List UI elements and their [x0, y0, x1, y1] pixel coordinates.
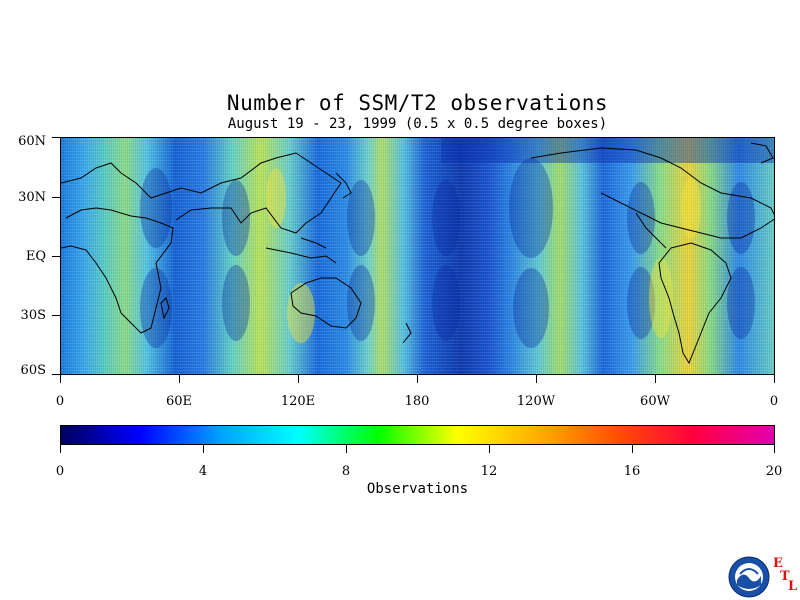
colorbar-title: Observations	[366, 481, 469, 497]
lat-label-60n: 60N	[18, 134, 46, 149]
lon-tick	[536, 375, 537, 383]
lat-label-60s: 60S	[20, 363, 46, 378]
lon-label-120e: 120E	[280, 394, 316, 409]
colorbar-tick	[203, 445, 204, 453]
colorbar-label-4: 4	[198, 464, 208, 479]
noaa-logo-icon	[728, 556, 770, 598]
lat-tick	[52, 256, 60, 257]
chart-title: Number of SSM/T2 observations	[226, 91, 609, 115]
lat-label-eq: EQ	[25, 249, 46, 264]
low-count-swaths	[140, 158, 755, 348]
lon-label-0-end: 0	[769, 394, 779, 409]
high-count-swaths	[266, 168, 701, 343]
map-overlay	[61, 138, 774, 365]
observation-map	[60, 137, 775, 375]
lon-label-180: 180	[404, 394, 430, 409]
colorbar-label-20: 20	[765, 464, 783, 479]
colorbar-label-12: 12	[480, 464, 498, 479]
etl-letter-e: E	[773, 556, 783, 571]
lon-tick	[298, 375, 299, 383]
lon-tick	[774, 375, 775, 383]
lon-label-0: 0	[55, 394, 65, 409]
lat-label-30n: 30N	[18, 190, 46, 205]
chart-subtitle: August 19 - 23, 1999 (0.5 x 0.5 degree b…	[227, 116, 608, 132]
lon-label-60w: 60W	[640, 394, 670, 409]
colorbar-label-16: 16	[623, 464, 641, 479]
lat-tick	[52, 197, 60, 198]
lon-label-60e: 60E	[165, 394, 193, 409]
lon-label-120w: 120W	[516, 394, 556, 409]
lon-tick	[417, 375, 418, 383]
colorbar-label-0: 0	[55, 464, 65, 479]
etl-letter-l: L	[788, 579, 798, 594]
colorbar	[60, 425, 775, 445]
lon-tick	[60, 375, 61, 383]
colorbar-tick	[60, 445, 61, 453]
etl-letter-t: T	[780, 569, 790, 584]
colorbar-tick	[774, 445, 775, 453]
coastlines	[61, 142, 774, 365]
lon-tick	[655, 375, 656, 383]
lat-label-30s: 30S	[20, 308, 46, 323]
lat-tick	[52, 137, 60, 138]
colorbar-tick	[489, 445, 490, 453]
colorbar-label-8: 8	[341, 464, 351, 479]
colorbar-tick	[346, 445, 347, 453]
lon-tick	[179, 375, 180, 383]
lat-tick	[52, 374, 60, 375]
colorbar-tick	[632, 445, 633, 453]
lat-tick	[52, 315, 60, 316]
